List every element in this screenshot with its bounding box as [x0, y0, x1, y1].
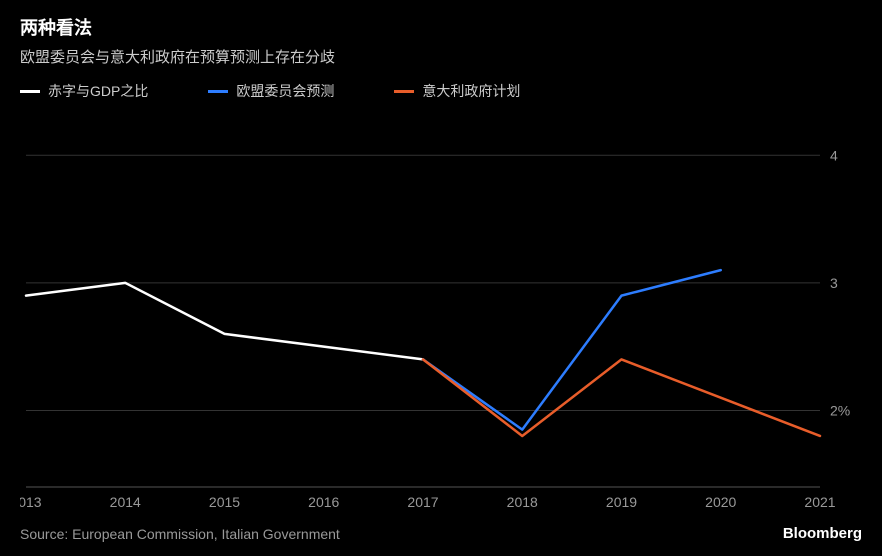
legend-label-0: 赤字与GDP之比: [48, 81, 148, 101]
x-tick-label: 2014: [110, 494, 141, 510]
x-tick-label: 2015: [209, 494, 240, 510]
x-tick-label: 2020: [705, 494, 736, 510]
x-tick-label: 2017: [407, 494, 438, 510]
series-italian-government-plan: [423, 359, 820, 436]
line-chart-svg: 2% 3 4 2013 2014 2015 2016 2017 2018 2019 2020 2021: [20, 111, 862, 515]
x-tick-label: 2019: [606, 494, 637, 510]
legend-item-2: 意大利政府计划: [394, 81, 520, 101]
legend-swatch-2: [394, 90, 414, 93]
brand-logo: Bloomberg: [783, 525, 862, 542]
x-tick-label: 2013: [20, 494, 42, 510]
chart-footer: Source: European Commission, Italian Gov…: [20, 525, 862, 542]
chart-container: 两种看法 欧盟委员会与意大利政府在预算预测上存在分歧 赤字与GDP之比 欧盟委员…: [0, 0, 882, 556]
series-deficit-gdp-ratio: [26, 283, 423, 360]
x-tick-label: 2021: [804, 494, 835, 510]
series-european-commission-forecast: [423, 270, 721, 429]
legend-label-1: 欧盟委员会预测: [236, 81, 334, 101]
chart-title: 两种看法: [20, 14, 862, 40]
chart-subtitle: 欧盟委员会与意大利政府在预算预测上存在分歧: [20, 46, 862, 67]
y-tick-label: 2%: [830, 402, 850, 418]
legend-item-0: 赤字与GDP之比: [20, 81, 148, 101]
source-text: Source: European Commission, Italian Gov…: [20, 526, 340, 542]
legend-swatch-0: [20, 90, 40, 93]
legend-item-1: 欧盟委员会预测: [208, 81, 334, 101]
legend-swatch-1: [208, 90, 228, 93]
y-tick-label: 4: [830, 147, 838, 163]
y-tick-label: 3: [830, 275, 838, 291]
chart-plot-area: 2% 3 4 2013 2014 2015 2016 2017 2018 2019 2020 2021: [20, 111, 862, 515]
legend: 赤字与GDP之比 欧盟委员会预测 意大利政府计划: [20, 81, 862, 101]
legend-label-2: 意大利政府计划: [422, 81, 520, 101]
x-tick-label: 2018: [507, 494, 538, 510]
x-tick-label: 2016: [308, 494, 339, 510]
